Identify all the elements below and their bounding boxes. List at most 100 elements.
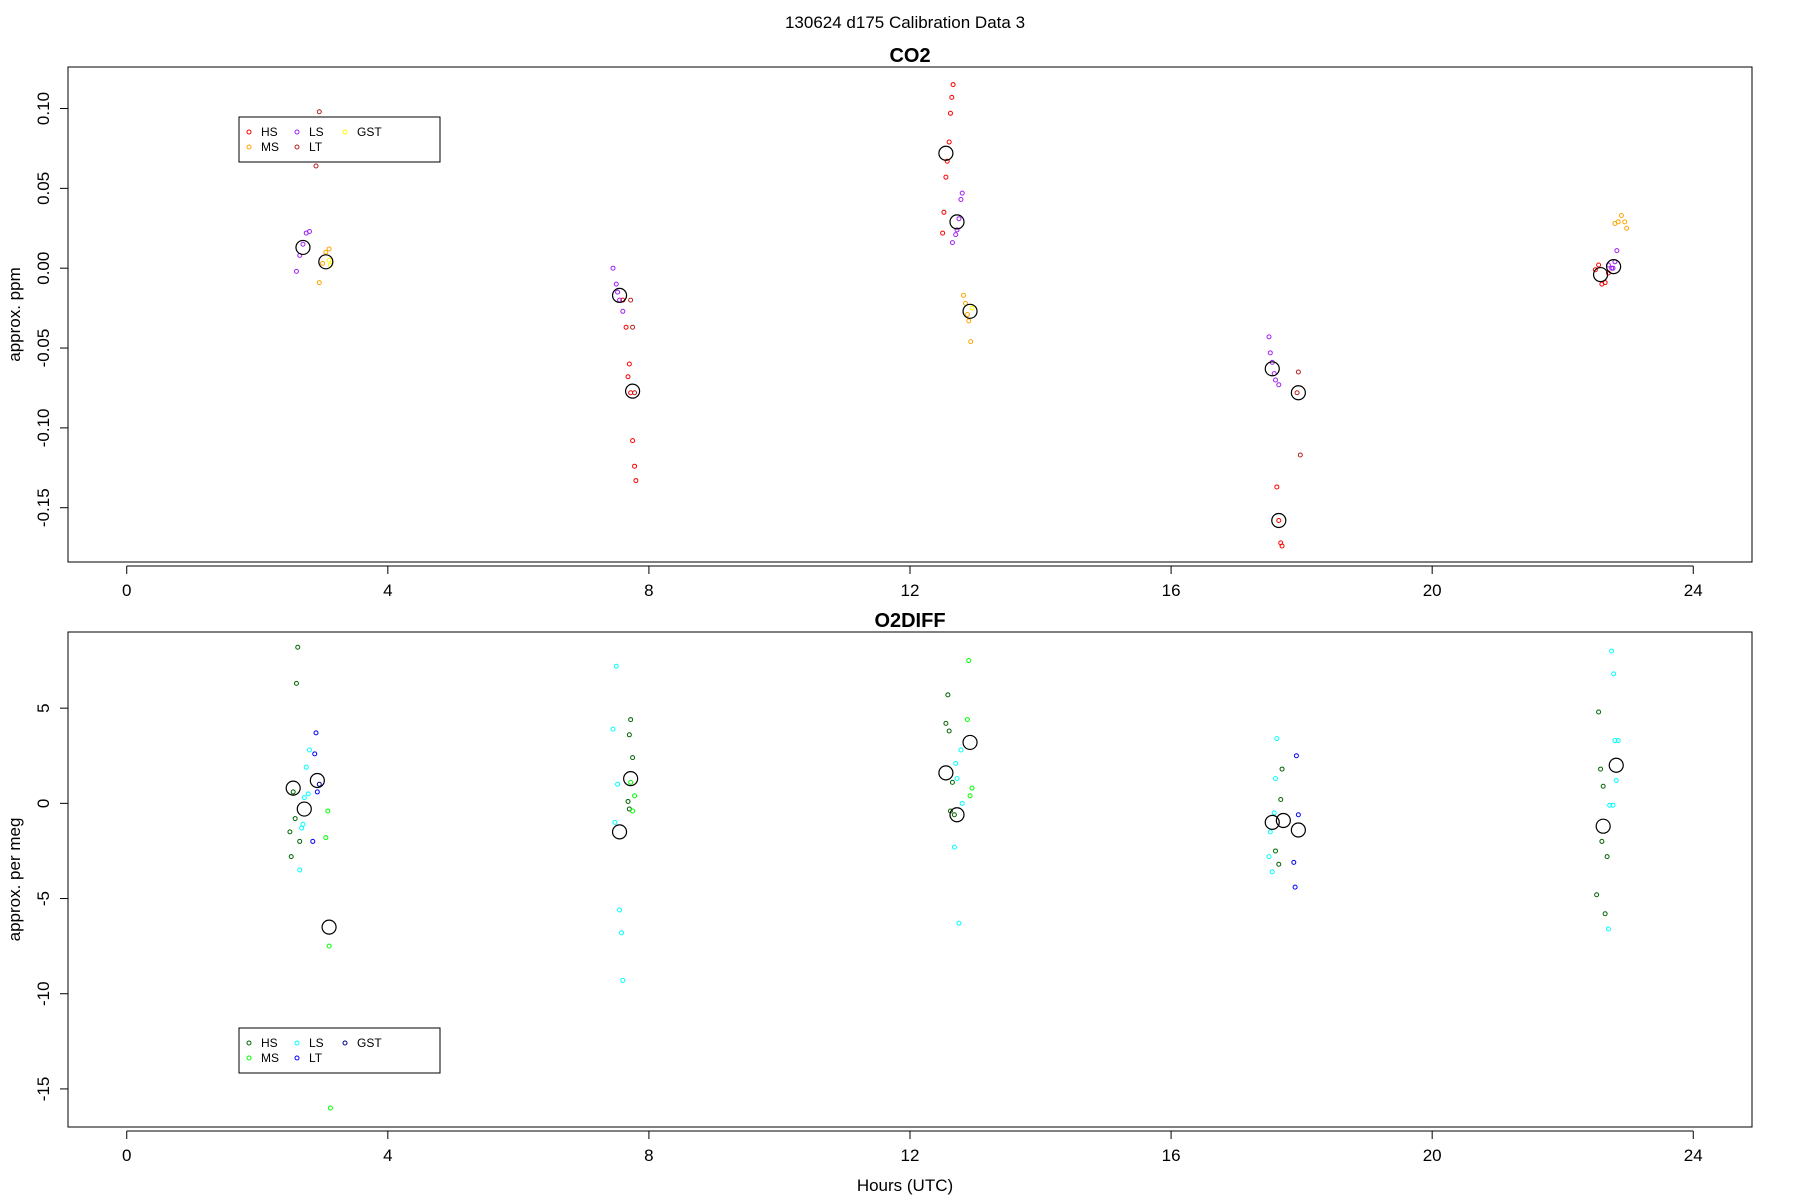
o2diff-point-mean bbox=[938, 765, 954, 781]
o2diff-point-ls bbox=[615, 781, 621, 787]
o2diff-plot-frame bbox=[67, 631, 1753, 1128]
co2-point-hs bbox=[632, 463, 638, 469]
o2diff-point-ls bbox=[958, 747, 964, 753]
co2-point-lt bbox=[1297, 452, 1303, 458]
o2diff-point-lt bbox=[1291, 859, 1297, 865]
o2diff-point-hs bbox=[1602, 911, 1608, 917]
co2-point-mean bbox=[949, 214, 965, 230]
figure-suptitle: 130624 d175 Calibration Data 3 bbox=[785, 13, 1025, 32]
o2diff-legend-marker-ms bbox=[246, 1055, 252, 1061]
o2diff-point-hs bbox=[945, 692, 951, 698]
o2diff-point-mean bbox=[309, 772, 325, 789]
co2-point-ms bbox=[1624, 225, 1630, 231]
o2diff-point-ls bbox=[1267, 829, 1273, 835]
o2diff-point-ms bbox=[325, 808, 331, 814]
o2diff-point-hs bbox=[946, 728, 952, 734]
o2diff-point-ls bbox=[301, 795, 307, 801]
o2diff-point-ls bbox=[297, 867, 303, 873]
co2-point-mean bbox=[295, 239, 311, 256]
o2diff-point-hs bbox=[1278, 797, 1284, 803]
co2-point-ls bbox=[1273, 377, 1279, 383]
o2diff-point-ls bbox=[620, 977, 626, 983]
o2diff-point-hs bbox=[1596, 709, 1602, 715]
co2-point-lt bbox=[628, 297, 634, 303]
co2-point-ls bbox=[293, 268, 299, 274]
o2diff-x-tick-label: 4 bbox=[383, 1146, 392, 1165]
o2diff-point-hs bbox=[628, 717, 634, 723]
co2-y-tick-label: 0.10 bbox=[34, 92, 53, 125]
co2-point-ls bbox=[620, 308, 626, 314]
co2-point-ls bbox=[956, 216, 962, 222]
co2-point-hs bbox=[940, 230, 946, 236]
co2-point-hs bbox=[947, 110, 953, 116]
co2-legend-label-hs: HS bbox=[261, 125, 278, 139]
o2diff-point-hs bbox=[295, 644, 301, 650]
o2diff-legend-marker-ls bbox=[294, 1040, 300, 1046]
co2-legend-marker-gst bbox=[342, 129, 348, 135]
o2diff-point-mean bbox=[1264, 814, 1280, 830]
o2diff-point-hs bbox=[943, 720, 949, 726]
co2-point-ms bbox=[1615, 219, 1621, 225]
o2diff-point-hs bbox=[287, 829, 293, 835]
o2diff-point-lt bbox=[1293, 753, 1299, 759]
co2-point-hs bbox=[628, 390, 634, 396]
o2diff-point-mean bbox=[962, 734, 978, 751]
co2-point-lt bbox=[316, 109, 322, 115]
o2diff-point-hs bbox=[290, 789, 296, 795]
co2-point-mean bbox=[1606, 258, 1622, 275]
o2diff-point-ls bbox=[613, 663, 619, 669]
co2-x-tick-label: 0 bbox=[122, 581, 131, 600]
o2diff-point-mean bbox=[611, 824, 628, 840]
o2diff-point-ms bbox=[967, 793, 973, 799]
co2-y-tick-label: -0.10 bbox=[34, 408, 53, 447]
o2diff-point-hs bbox=[297, 838, 303, 844]
co2-point-lt bbox=[630, 324, 636, 330]
o2diff-point-mean bbox=[1595, 818, 1611, 834]
o2diff-point-hs bbox=[1598, 766, 1604, 772]
o2diff-point-ls bbox=[1607, 802, 1613, 808]
co2-x-tick-label: 16 bbox=[1162, 581, 1181, 600]
co2-point-ms bbox=[1618, 213, 1624, 218]
co2-y-tick-label: 0.05 bbox=[34, 172, 53, 205]
o2diff-x-tick-label: 0 bbox=[122, 1146, 131, 1165]
co2-legend-box bbox=[238, 116, 441, 163]
o2diff-point-ls bbox=[1271, 810, 1277, 816]
co2-point-ms bbox=[320, 260, 326, 266]
o2diff-point-lt bbox=[310, 838, 316, 844]
o2diff-y-axis-title: approx. per meg bbox=[5, 818, 24, 942]
o2diff-point-hs bbox=[1604, 854, 1610, 860]
o2diff-point-ls bbox=[1269, 869, 1275, 875]
o2diff-point-hs bbox=[1600, 783, 1606, 789]
co2-point-hs bbox=[1279, 543, 1285, 549]
o2diff-point-gst bbox=[316, 781, 322, 787]
co2-point-hs bbox=[946, 139, 952, 145]
o2diff-point-ls bbox=[956, 920, 962, 926]
co2-point-hs bbox=[941, 209, 947, 215]
o2diff-point-ls bbox=[1273, 776, 1279, 782]
co2-y-tick-label: 0.00 bbox=[34, 252, 53, 285]
co2-point-hs bbox=[625, 374, 631, 380]
co2-point-ls bbox=[613, 281, 619, 287]
co2-x-tick-label: 8 bbox=[644, 581, 653, 600]
co2-panel: CO2 0 4 8 12 16 20 24 -0.15 -0.10 -0.05 0.00 0.05 0.1… bbox=[5, 45, 1753, 600]
o2diff-y-tick-label: -5 bbox=[34, 891, 53, 906]
o2diff-legend-label-ms: MS bbox=[261, 1051, 279, 1065]
co2-point-ls bbox=[954, 227, 960, 233]
o2diff-y-tick-label: -15 bbox=[34, 1077, 53, 1102]
o2diff-y-tick-label: 0 bbox=[34, 799, 53, 808]
co2-point-ls bbox=[1276, 382, 1282, 388]
o2diff-point-lt bbox=[312, 751, 318, 757]
co2-point-hs bbox=[1274, 484, 1280, 490]
co2-point-gst bbox=[326, 257, 332, 263]
o2diff-point-hs bbox=[1594, 892, 1600, 898]
co2-legend-label-lt: LT bbox=[309, 140, 323, 154]
co2-y-tick-label: -0.15 bbox=[34, 488, 53, 527]
o2diff-y-tick-label: -10 bbox=[34, 981, 53, 1006]
co2-point-ls bbox=[307, 228, 313, 234]
co2-point-hs bbox=[626, 361, 632, 367]
co2-point-ms bbox=[961, 292, 967, 298]
co2-point-hs bbox=[623, 324, 629, 330]
co2-point-lt bbox=[1295, 369, 1301, 375]
co2-point-ls bbox=[300, 241, 306, 247]
